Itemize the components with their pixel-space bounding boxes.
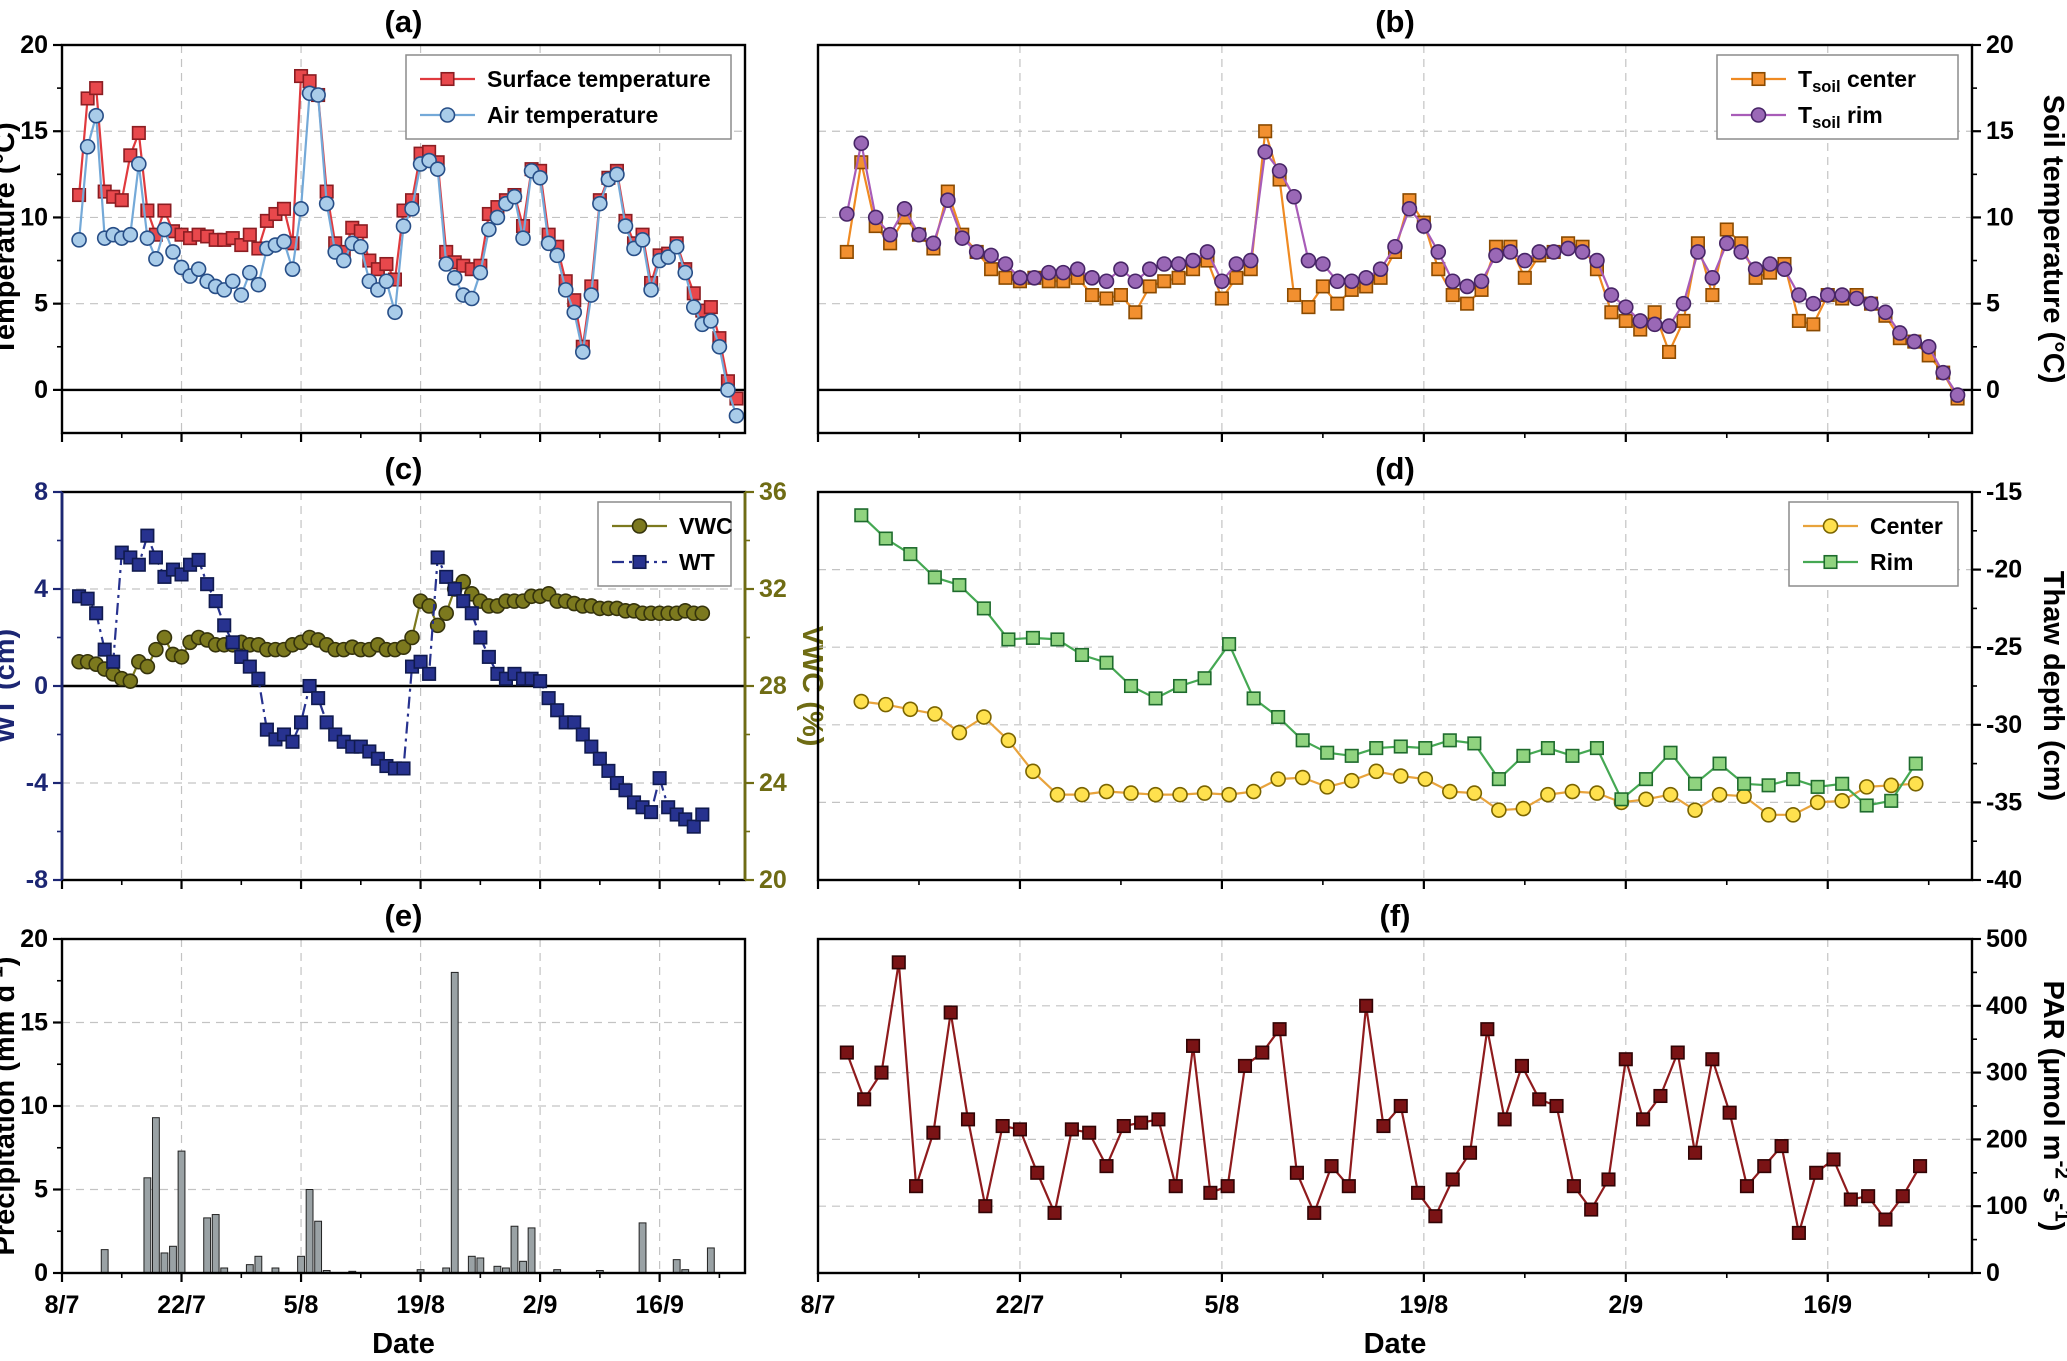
svg-text:8: 8 (34, 478, 48, 506)
svg-text:100: 100 (1986, 1192, 2028, 1220)
svg-text:Center: Center (1870, 513, 1943, 539)
svg-text:22/7: 22/7 (157, 1291, 206, 1319)
svg-text:15: 15 (20, 1009, 48, 1037)
svg-text:-15: -15 (1986, 478, 2022, 506)
svg-text:-20: -20 (1986, 556, 2022, 584)
svg-text:PAR (μmol m-2 s-1): PAR (μmol m-2 s-1) (2037, 981, 2067, 1232)
svg-text:5: 5 (34, 1176, 48, 1204)
svg-text:-25: -25 (1986, 633, 2022, 661)
svg-text:5/8: 5/8 (1205, 1291, 1240, 1319)
svg-text:(a): (a) (385, 4, 423, 39)
svg-text:(c): (c) (385, 451, 423, 486)
svg-text:5: 5 (34, 290, 48, 318)
svg-text:8/7: 8/7 (801, 1291, 836, 1319)
svg-text:20: 20 (1986, 31, 2014, 59)
svg-text:Rim: Rim (1870, 549, 1913, 575)
svg-text:200: 200 (1986, 1125, 2028, 1153)
svg-text:0: 0 (34, 672, 48, 700)
svg-text:VWC (%): VWC (%) (796, 626, 828, 747)
svg-text:(e): (e) (385, 898, 423, 933)
svg-text:-8: -8 (26, 866, 48, 894)
svg-text:10: 10 (20, 1092, 48, 1120)
panel-a: 0 5 10 15 20 Temperature (°C) (a) Surface tempe… (0, 0, 775, 447)
svg-text:0: 0 (1986, 1259, 2000, 1287)
svg-text:Soil temperature (°C): Soil temperature (°C) (2037, 95, 2067, 384)
svg-text:Date: Date (1364, 1328, 1427, 1360)
svg-text:Thaw depth (cm): Thaw depth (cm) (2037, 571, 2067, 801)
svg-text:28: 28 (759, 672, 787, 700)
svg-text:Air temperature: Air temperature (487, 102, 658, 128)
svg-text:15: 15 (1986, 117, 2014, 145)
svg-text:32: 32 (759, 575, 787, 603)
svg-text:-35: -35 (1986, 788, 2022, 816)
svg-text:5/8: 5/8 (284, 1291, 319, 1319)
svg-text:16/9: 16/9 (1803, 1291, 1852, 1319)
svg-text:8/7: 8/7 (45, 1291, 80, 1319)
svg-text:15: 15 (20, 117, 48, 145)
svg-text:Tsoil center: Tsoil center (1798, 66, 1916, 96)
svg-text:Date: Date (372, 1328, 435, 1360)
svg-text:0: 0 (34, 376, 48, 404)
svg-text:Temperature (°C): Temperature (°C) (0, 122, 21, 355)
svg-text:5: 5 (1986, 290, 2000, 318)
svg-text:4: 4 (34, 575, 48, 603)
svg-text:22/7: 22/7 (996, 1291, 1045, 1319)
svg-text:16/9: 16/9 (635, 1291, 684, 1319)
svg-text:(f): (f) (1380, 898, 1411, 933)
svg-text:19/8: 19/8 (396, 1291, 445, 1319)
svg-text:2/9: 2/9 (523, 1291, 558, 1319)
svg-text:-40: -40 (1986, 866, 2022, 894)
svg-text:Surface temperature: Surface temperature (487, 66, 711, 92)
panel-b: 0 5 10 15 20 Soil temperature (°C) (b) Tsoil ce… (775, 0, 2067, 447)
svg-text:Tsoil rim: Tsoil rim (1798, 102, 1883, 132)
svg-text:(d): (d) (1375, 451, 1415, 486)
svg-text:400: 400 (1986, 992, 2028, 1020)
svg-text:WT: WT (679, 549, 715, 575)
svg-text:20: 20 (20, 925, 48, 953)
svg-text:0: 0 (34, 1259, 48, 1287)
panel-d: -15 -20 -25 -30 -35 -40 Thaw depth (cm) (d) Cent… (775, 447, 2067, 894)
svg-text:20: 20 (20, 31, 48, 59)
svg-text:0: 0 (1986, 376, 2000, 404)
svg-text:36: 36 (759, 478, 787, 506)
svg-text:10: 10 (20, 203, 48, 231)
panel-f: 8/7 22/7 5/8 19/8 2/9 16/9 Date 0 100 200 300 400 50… (775, 894, 2067, 1361)
svg-text:20: 20 (759, 866, 787, 894)
svg-text:-4: -4 (26, 769, 48, 797)
svg-text:-30: -30 (1986, 711, 2022, 739)
svg-text:(b): (b) (1375, 4, 1415, 39)
svg-text:WT (cm): WT (cm) (0, 629, 21, 743)
svg-text:2/9: 2/9 (1608, 1291, 1643, 1319)
svg-text:10: 10 (1986, 203, 2014, 231)
svg-text:VWC: VWC (679, 513, 733, 539)
panel-e: 8/7 22/7 5/8 19/8 2/9 16/9 Date 0 5 10 15 20 Precipi… (0, 894, 775, 1361)
panel-c: -8 -4 0 4 8 WT (cm) 20 24 28 32 36 VWC (%) (c) VWC WT (0, 447, 828, 894)
svg-text:24: 24 (759, 769, 787, 797)
svg-text:Precipitation (mm d-1): Precipitation (mm d-1) (0, 957, 21, 1256)
svg-text:300: 300 (1986, 1059, 2028, 1087)
svg-text:19/8: 19/8 (1400, 1291, 1449, 1319)
svg-text:500: 500 (1986, 925, 2028, 953)
